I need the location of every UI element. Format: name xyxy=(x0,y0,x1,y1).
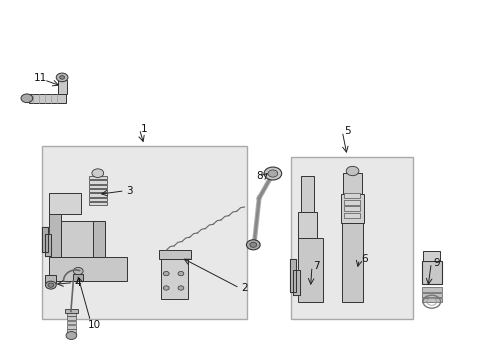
Bar xyxy=(89,189,106,192)
Bar xyxy=(29,94,66,103)
Bar xyxy=(343,213,360,218)
Circle shape xyxy=(73,267,83,275)
Polygon shape xyxy=(45,234,51,256)
Bar xyxy=(66,329,76,333)
Bar xyxy=(49,193,81,214)
Bar xyxy=(298,238,322,302)
Circle shape xyxy=(56,73,68,82)
Bar xyxy=(89,198,106,201)
Polygon shape xyxy=(293,270,299,295)
Bar xyxy=(49,257,127,281)
Bar xyxy=(290,157,412,319)
Circle shape xyxy=(178,286,183,290)
Polygon shape xyxy=(290,259,296,292)
Text: 7: 7 xyxy=(313,261,320,271)
Bar xyxy=(300,176,314,212)
Bar xyxy=(343,206,360,211)
Circle shape xyxy=(66,332,77,339)
Bar xyxy=(341,194,363,223)
Bar xyxy=(61,221,100,257)
Bar xyxy=(161,259,188,299)
Bar xyxy=(66,316,76,320)
Circle shape xyxy=(178,271,183,276)
Bar xyxy=(421,298,441,302)
Bar xyxy=(343,173,361,194)
Bar xyxy=(73,274,83,281)
Circle shape xyxy=(249,242,256,247)
Bar xyxy=(89,185,106,188)
Circle shape xyxy=(45,281,56,289)
Text: 4: 4 xyxy=(75,278,81,288)
Circle shape xyxy=(48,283,54,287)
Bar xyxy=(66,325,76,329)
Circle shape xyxy=(163,286,169,290)
Polygon shape xyxy=(41,227,48,252)
Bar xyxy=(58,80,66,94)
Bar xyxy=(89,202,106,205)
Bar xyxy=(343,193,360,198)
Circle shape xyxy=(264,167,281,180)
Bar xyxy=(49,214,61,257)
Bar xyxy=(298,212,316,238)
Bar xyxy=(421,261,441,284)
Bar xyxy=(89,180,106,184)
Circle shape xyxy=(92,169,103,177)
Bar xyxy=(89,193,106,197)
Bar xyxy=(423,251,439,261)
Bar xyxy=(66,321,76,324)
Text: 2: 2 xyxy=(241,283,247,293)
Bar xyxy=(343,200,360,205)
Circle shape xyxy=(346,166,358,176)
Bar xyxy=(421,293,441,297)
Bar xyxy=(45,275,56,283)
Text: 8: 8 xyxy=(255,171,262,181)
Circle shape xyxy=(246,240,260,250)
Text: 11: 11 xyxy=(33,73,47,84)
Text: 6: 6 xyxy=(360,254,367,264)
Text: 3: 3 xyxy=(126,186,133,196)
Bar xyxy=(41,146,246,319)
Bar xyxy=(93,221,105,257)
Bar xyxy=(159,250,190,259)
Text: 5: 5 xyxy=(343,126,350,136)
Text: 10: 10 xyxy=(87,320,100,330)
Circle shape xyxy=(267,170,277,177)
Bar xyxy=(89,176,106,179)
Bar xyxy=(421,287,441,292)
Text: 9: 9 xyxy=(432,258,439,268)
Text: 1: 1 xyxy=(141,124,147,134)
Circle shape xyxy=(21,94,33,103)
Circle shape xyxy=(60,76,64,79)
Bar xyxy=(66,312,76,316)
Bar xyxy=(342,223,362,302)
Bar xyxy=(65,309,78,313)
Circle shape xyxy=(163,271,169,276)
